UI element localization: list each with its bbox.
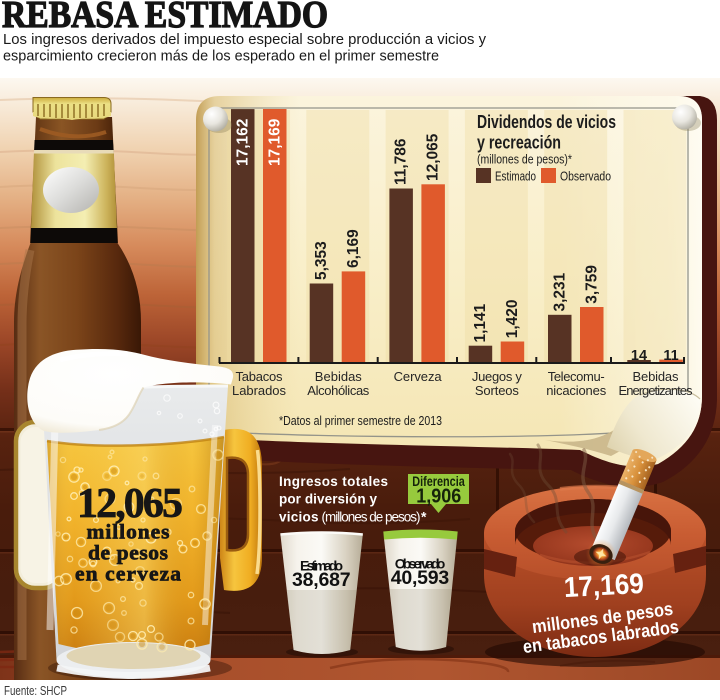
svg-text:40,593: 40,593 (391, 567, 450, 589)
svg-text:14: 14 (631, 348, 647, 364)
svg-text:Fuente: SHCP: Fuente: SHCP (4, 684, 67, 698)
svg-text:3,759: 3,759 (583, 265, 600, 304)
svg-text:Bebidas: Bebidas (633, 369, 680, 384)
svg-text:vicios: vicios (279, 509, 319, 524)
svg-text:1,141: 1,141 (472, 303, 489, 342)
svg-text:millones: millones (87, 520, 170, 544)
svg-text:Tabacos: Tabacos (236, 369, 284, 384)
svg-text:38,687: 38,687 (292, 569, 351, 591)
svg-text:17,169: 17,169 (266, 118, 283, 166)
svg-text:1,906: 1,906 (416, 485, 461, 507)
svg-text:esparcimiento crecieron más de: esparcimiento crecieron más de los esper… (3, 48, 439, 65)
svg-text:Diferencia: Diferencia (412, 473, 465, 489)
svg-text:Estimado: Estimado (495, 170, 536, 184)
svg-text:(millones de pesos)*: (millones de pesos)* (477, 153, 572, 167)
svg-text:de pesos: de pesos (88, 541, 168, 565)
svg-text:Cerveza: Cerveza (394, 369, 443, 384)
svg-text:6,169: 6,169 (345, 229, 362, 268)
svg-text:17,169: 17,169 (563, 568, 645, 604)
svg-text:REBASA ESTIMADO: REBASA ESTIMADO (2, 0, 328, 36)
svg-text:1,420: 1,420 (504, 300, 521, 339)
svg-text:17,162: 17,162 (234, 119, 251, 166)
svg-text:Sorteos: Sorteos (475, 383, 520, 398)
svg-text:3,231: 3,231 (551, 272, 568, 311)
svg-text:Energetizantes: Energetizantes (619, 383, 694, 398)
svg-text:y recreación: y recreación (477, 133, 561, 153)
svg-text:*Datos al primer semestre de 2: *Datos al primer semestre de 2013 (279, 414, 442, 428)
svg-text:*: * (421, 508, 427, 524)
svg-text:11,786: 11,786 (393, 138, 410, 185)
svg-text:Observado: Observado (560, 170, 611, 184)
svg-text:nicaciones: nicaciones (546, 383, 607, 398)
svg-text:Juegos y: Juegos y (472, 369, 523, 384)
svg-text:en cerveza: en cerveza (75, 562, 181, 586)
svg-text:por diversión y: por diversión y (279, 492, 377, 507)
svg-text:11: 11 (663, 348, 678, 364)
svg-text:Dividendos de vicios: Dividendos de vicios (477, 112, 616, 132)
svg-text:(millones de pesos): (millones de pesos) (322, 509, 421, 524)
svg-text:Labrados: Labrados (232, 383, 287, 398)
svg-text:Telecomu-: Telecomu- (548, 369, 605, 384)
svg-text:Los ingresos derivados del imp: Los ingresos derivados del impuesto espe… (3, 31, 486, 48)
svg-text:Estimado: Estimado (300, 557, 343, 573)
svg-text:Bebidas: Bebidas (315, 369, 363, 384)
svg-text:Ingresos totales: Ingresos totales (279, 474, 388, 489)
svg-text:Alcohólicas: Alcohólicas (307, 383, 370, 398)
svg-text:12,065: 12,065 (77, 481, 183, 527)
svg-text:5,353: 5,353 (313, 241, 330, 280)
svg-text:Observado: Observado (395, 556, 446, 572)
svg-text:12,065: 12,065 (425, 133, 442, 181)
